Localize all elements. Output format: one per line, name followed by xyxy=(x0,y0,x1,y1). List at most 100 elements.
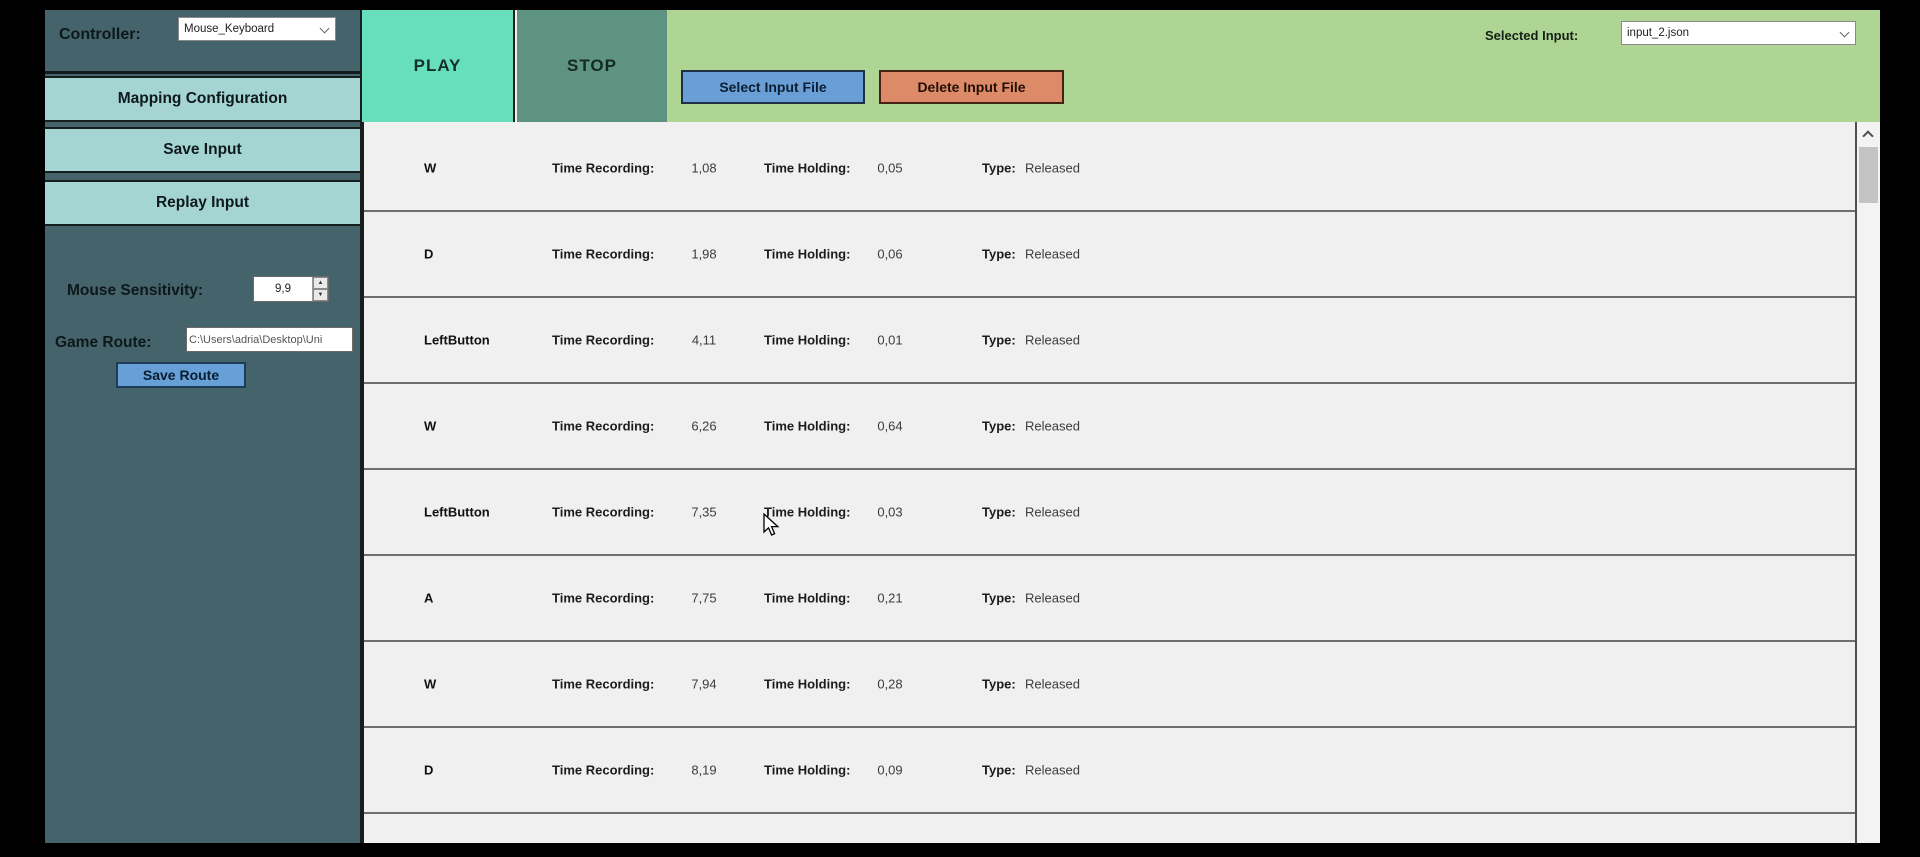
time-recording-label: Time Recording: xyxy=(552,246,655,262)
sidebar: Controller: Mouse_Keyboard Mapping Confi… xyxy=(45,10,362,843)
mouse-sensitivity-spinner[interactable]: 9,9 ▲ ▼ xyxy=(253,276,329,302)
record-row[interactable]: A Time Recording: 7,75 Time Holding: 0,2… xyxy=(364,556,1855,642)
save-route-button[interactable]: Save Route xyxy=(116,362,246,388)
type-label: Type: xyxy=(982,762,1016,778)
play-button[interactable]: PLAY xyxy=(362,10,515,122)
time-recording-value: 1,08 xyxy=(691,160,717,176)
record-key: LeftButton xyxy=(424,332,490,348)
time-holding-value: 0,09 xyxy=(877,762,903,778)
select-input-file-button[interactable]: Select Input File xyxy=(681,70,865,104)
time-holding-value: 0,05 xyxy=(877,160,903,176)
time-recording-value: 6,26 xyxy=(691,418,717,434)
selected-input-label: Selected Input: xyxy=(1485,28,1579,43)
records-list: W Time Recording: 1,08 Time Holding: 0,0… xyxy=(362,122,1855,843)
time-recording-label: Time Recording: xyxy=(552,418,655,434)
time-holding-value: 0,03 xyxy=(877,504,903,520)
record-key: D xyxy=(424,762,434,778)
replay-input-button[interactable]: Replay Input xyxy=(45,180,360,226)
record-key: W xyxy=(424,676,437,692)
type-value: Released xyxy=(1025,590,1080,606)
time-holding-label: Time Holding: xyxy=(764,332,851,348)
time-recording-label: Time Recording: xyxy=(552,160,655,176)
type-value: Released xyxy=(1025,762,1080,778)
save-input-label: Save Input xyxy=(163,141,242,158)
game-route-value: C:\Users\adria\Desktop\Uni xyxy=(189,333,323,346)
spinner-buttons: ▲ ▼ xyxy=(312,277,328,301)
time-recording-value: 7,94 xyxy=(691,676,717,692)
stop-button[interactable]: STOP xyxy=(517,10,667,122)
record-row[interactable]: D Time Recording: 1,98 Time Holding: 0,0… xyxy=(364,212,1855,298)
time-recording-label: Time Recording: xyxy=(552,676,655,692)
time-holding-label: Time Holding: xyxy=(764,676,851,692)
type-value: Released xyxy=(1025,504,1080,520)
time-recording-value: 4,11 xyxy=(691,332,717,348)
type-label: Type: xyxy=(982,418,1016,434)
select-input-file-label: Select Input File xyxy=(719,79,827,95)
save-route-label: Save Route xyxy=(142,367,220,383)
scroll-up-button[interactable] xyxy=(1857,122,1880,146)
time-holding-value: 0,06 xyxy=(877,246,903,262)
type-value: Released xyxy=(1025,676,1080,692)
chevron-down-icon xyxy=(319,23,330,34)
controller-dropdown[interactable]: Mouse_Keyboard xyxy=(178,17,336,41)
type-label: Type: xyxy=(982,160,1016,176)
record-row[interactable]: D Time Recording: 8,19 Time Holding: 0,0… xyxy=(364,728,1855,814)
time-recording-label: Time Recording: xyxy=(552,504,655,520)
mapping-configuration-label: Mapping Configuration xyxy=(117,90,288,107)
record-key: LeftButton xyxy=(424,504,490,520)
record-key: D xyxy=(424,246,434,262)
toolbar: Select Input File Delete Input File Sele… xyxy=(667,10,1880,122)
selected-input-value: input_2.json xyxy=(1627,27,1690,39)
chevron-up-icon xyxy=(1862,130,1874,142)
time-holding-value: 0,64 xyxy=(877,418,903,434)
type-value: Released xyxy=(1025,332,1080,348)
type-label: Type: xyxy=(982,504,1016,520)
delete-input-file-button[interactable]: Delete Input File xyxy=(879,70,1064,104)
chevron-down-icon xyxy=(1839,27,1850,38)
mapping-configuration-button[interactable]: Mapping Configuration xyxy=(45,76,360,122)
controller-label: Controller: xyxy=(59,26,141,43)
record-row[interactable]: W Time Recording: 6,26 Time Holding: 0,6… xyxy=(364,384,1855,470)
delete-input-file-label: Delete Input File xyxy=(917,79,1026,95)
record-row[interactable]: W Time Recording: 7,94 Time Holding: 0,2… xyxy=(364,642,1855,728)
record-row[interactable]: W Time Recording: 1,08 Time Holding: 0,0… xyxy=(364,126,1855,212)
record-row[interactable]: LeftButton Time Recording: 4,11 Time Hol… xyxy=(364,298,1855,384)
stop-label: STOP xyxy=(567,56,617,75)
app-window: Controller: Mouse_Keyboard Mapping Confi… xyxy=(45,10,1880,843)
time-holding-label: Time Holding: xyxy=(764,246,851,262)
vertical-scrollbar[interactable] xyxy=(1855,122,1880,843)
play-label: PLAY xyxy=(413,56,462,75)
game-route-label: Game Route: xyxy=(55,334,152,351)
record-key: W xyxy=(424,418,437,434)
spinner-up-button[interactable]: ▲ xyxy=(313,277,328,289)
time-holding-label: Time Holding: xyxy=(764,418,851,434)
controller-section: Controller: Mouse_Keyboard xyxy=(45,10,360,74)
time-holding-label: Time Holding: xyxy=(764,504,851,520)
mouse-sensitivity-label: Mouse Sensitivity: xyxy=(67,282,204,299)
type-label: Type: xyxy=(982,332,1016,348)
time-recording-value: 7,75 xyxy=(691,590,717,606)
time-recording-label: Time Recording: xyxy=(552,590,655,606)
scrollbar-thumb[interactable] xyxy=(1859,147,1878,203)
controller-dropdown-value: Mouse_Keyboard xyxy=(184,23,275,35)
type-label: Type: xyxy=(982,590,1016,606)
save-input-button[interactable]: Save Input xyxy=(45,127,360,173)
type-label: Type: xyxy=(982,246,1016,262)
spinner-down-button[interactable]: ▼ xyxy=(313,289,328,301)
selected-input-dropdown[interactable]: input_2.json xyxy=(1621,21,1856,45)
time-holding-value: 0,21 xyxy=(877,590,903,606)
record-key: A xyxy=(424,590,434,606)
game-route-input[interactable]: C:\Users\adria\Desktop\Uni xyxy=(186,327,353,352)
time-holding-label: Time Holding: xyxy=(764,590,851,606)
type-value: Released xyxy=(1025,418,1080,434)
mouse-sensitivity-value: 9,9 xyxy=(275,283,291,295)
type-value: Released xyxy=(1025,246,1080,262)
record-row[interactable]: LeftButton Time Recording: 7,35 Time Hol… xyxy=(364,470,1855,556)
time-holding-label: Time Holding: xyxy=(764,160,851,176)
record-key: W xyxy=(424,160,437,176)
type-label: Type: xyxy=(982,676,1016,692)
type-value: Released xyxy=(1025,160,1080,176)
time-recording-value: 8,19 xyxy=(691,762,717,778)
time-holding-value: 0,28 xyxy=(877,676,903,692)
time-recording-value: 7,35 xyxy=(691,504,717,520)
